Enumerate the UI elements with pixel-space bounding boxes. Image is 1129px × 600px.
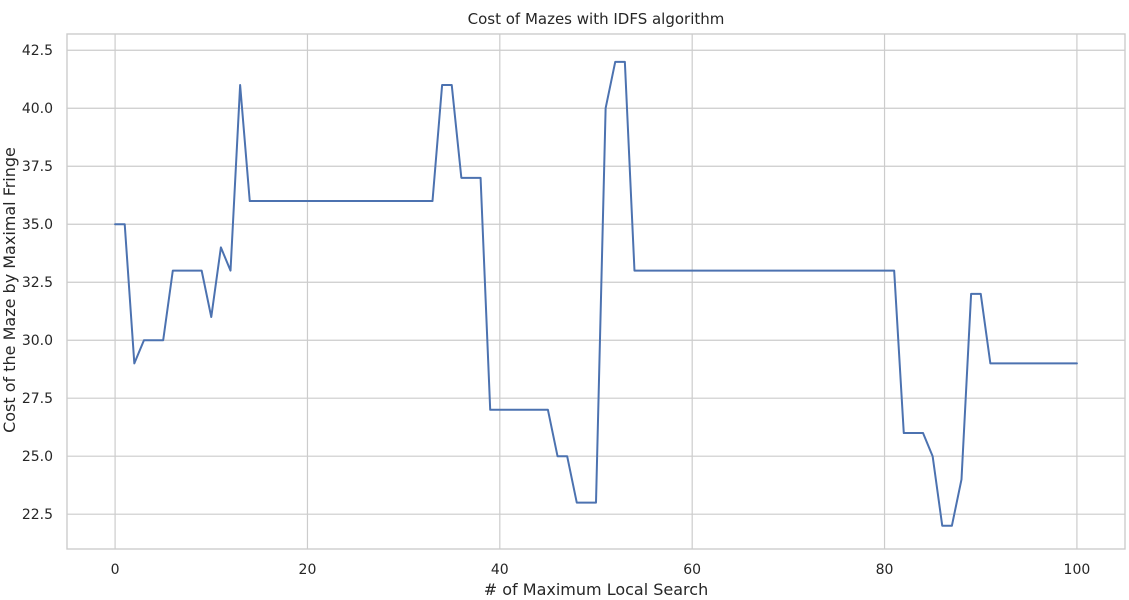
y-tick-label: 35.0	[22, 217, 53, 233]
series-layer	[114, 60, 1078, 527]
x-tick-label: 40	[491, 562, 509, 578]
series-line	[114, 60, 1078, 527]
x-tick-label: 100	[1064, 562, 1091, 578]
y-tick-label: 27.5	[22, 391, 53, 407]
plot-frame	[66, 33, 1126, 550]
x-axis-ticks: 0 20 40 60 80 100	[111, 562, 1091, 578]
x-axis-title: # of Maximum Local Search	[484, 580, 708, 599]
x-tick-label: 60	[683, 562, 701, 578]
y-tick-label: 22.5	[22, 507, 53, 523]
y-tick-label: 30.0	[22, 333, 53, 349]
y-tick-label: 37.5	[22, 159, 53, 175]
x-tick-label: 80	[876, 562, 894, 578]
x-tick-label: 0	[111, 562, 120, 578]
y-tick-label: 32.5	[22, 275, 53, 291]
y-tick-label: 42.5	[22, 43, 53, 59]
y-axis-title: Cost of the Maze by Maximal Fringe	[0, 147, 19, 433]
y-tick-label: 25.0	[22, 449, 53, 465]
x-tick-label: 20	[299, 562, 317, 578]
y-axis-ticks: 22.5 25.0 27.5 30.0 32.5 35.0 37.5 40.0 42.5	[22, 43, 53, 523]
y-tick-label: 40.0	[22, 101, 53, 117]
chart-title: Cost of Mazes with IDFS algorithm	[468, 10, 725, 28]
grid	[67, 34, 1125, 549]
